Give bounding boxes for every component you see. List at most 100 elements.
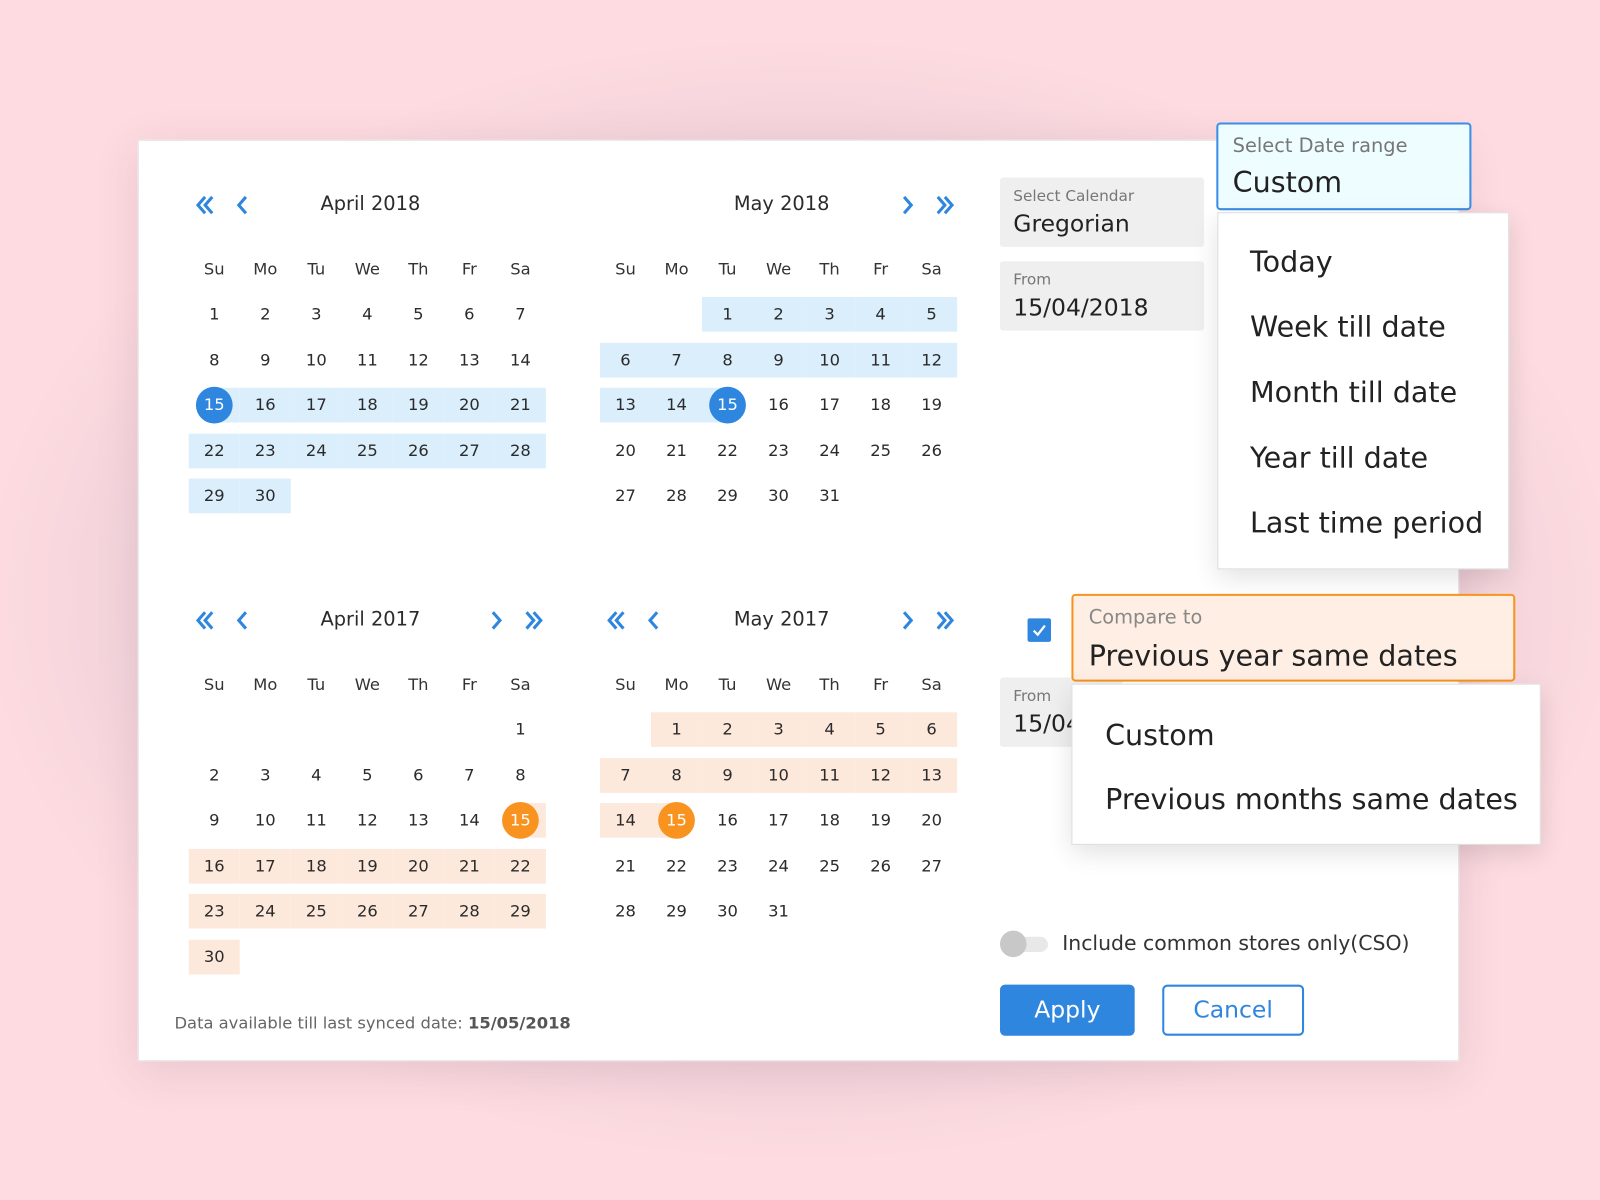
day-cell[interactable]: 11 [356,349,378,369]
day-cell[interactable]: 14 [458,810,480,830]
day-cell[interactable]: 27 [407,901,429,921]
day-cell[interactable]: 13 [615,394,636,415]
day-cell[interactable]: 25 [870,440,891,460]
compare-checkbox[interactable] [1027,618,1052,642]
day-cell[interactable]: 20 [615,440,636,460]
day-cell[interactable]: 19 [921,394,943,415]
day-cell[interactable]: 31 [819,485,840,506]
day-cell[interactable]: 19 [407,394,429,415]
day-cell[interactable]: 7 [620,764,631,785]
nav-left-button[interactable] [641,607,668,634]
cso-toggle[interactable] [999,930,1048,958]
day-cell[interactable]: 21 [458,855,480,875]
nav-double-left-button[interactable] [192,192,219,219]
day-cell[interactable]: 6 [926,719,937,739]
day-cell[interactable]: 4 [362,304,373,324]
day-cell[interactable]: 1 [722,304,733,324]
day-cell[interactable]: 10 [819,349,840,369]
nav-double-right-button[interactable] [932,192,959,219]
selected-day[interactable]: 15 [709,386,746,424]
option-week-till-date[interactable]: Week till date [1249,310,1446,344]
calendar-select[interactable]: Select Calendar Gregorian [999,177,1205,247]
nav-left-button[interactable] [230,607,257,634]
day-cell[interactable]: 23 [254,440,276,460]
day-cell[interactable]: 23 [203,901,225,921]
day-cell[interactable]: 4 [311,764,322,785]
day-cell[interactable]: 22 [666,855,687,875]
day-cell[interactable]: 25 [305,901,327,921]
day-cell[interactable]: 16 [254,394,276,415]
day-cell[interactable]: 21 [615,855,636,875]
day-cell[interactable]: 2 [773,304,784,324]
day-cell[interactable]: 17 [254,855,276,875]
day-cell[interactable]: 30 [768,485,789,506]
option-custom[interactable]: Custom [1105,718,1215,753]
day-cell[interactable]: 20 [407,855,429,875]
day-cell[interactable]: 26 [870,855,891,875]
day-cell[interactable]: 27 [615,485,636,506]
day-cell[interactable]: 5 [926,304,937,324]
day-cell[interactable]: 19 [870,810,891,830]
day-cell[interactable]: 29 [717,485,738,506]
day-cell[interactable]: 13 [407,810,429,830]
day-cell[interactable]: 6 [620,349,631,369]
nav-right-button[interactable] [894,607,921,634]
selected-day[interactable]: 15 [195,386,233,424]
day-cell[interactable]: 21 [510,394,531,415]
day-cell[interactable]: 3 [311,304,322,324]
nav-double-right-button[interactable] [520,607,547,634]
nav-double-right-button[interactable] [932,607,959,634]
day-cell[interactable]: 13 [921,764,943,785]
day-cell[interactable]: 7 [671,349,682,369]
day-cell[interactable]: 9 [722,764,733,785]
day-cell[interactable]: 23 [717,855,738,875]
day-cell[interactable]: 11 [819,764,840,785]
nav-double-left-button[interactable] [603,607,630,634]
day-cell[interactable]: 2 [209,764,220,785]
day-cell[interactable]: 10 [254,810,276,830]
day-cell[interactable]: 28 [510,440,531,460]
day-cell[interactable]: 29 [510,901,531,921]
day-cell[interactable]: 4 [824,719,835,739]
day-cell[interactable]: 6 [413,764,424,785]
day-cell[interactable]: 14 [666,394,687,415]
day-cell[interactable]: 14 [615,810,636,830]
day-cell[interactable]: 5 [875,719,886,739]
day-cell[interactable]: 26 [356,901,378,921]
day-cell[interactable]: 29 [666,901,687,921]
option-month-till-date[interactable]: Month till date [1249,375,1458,410]
day-cell[interactable]: 26 [407,440,429,460]
day-cell[interactable]: 24 [819,440,840,460]
apply-button[interactable]: Apply [999,984,1135,1036]
day-cell[interactable]: 18 [819,810,840,830]
day-cell[interactable]: 17 [305,394,327,415]
day-cell[interactable]: 3 [773,719,784,739]
cancel-button[interactable]: Cancel [1162,984,1305,1036]
day-cell[interactable]: 11 [305,810,327,830]
day-cell[interactable]: 2 [722,719,733,739]
day-cell[interactable]: 31 [768,901,789,921]
day-cell[interactable]: 10 [768,764,789,785]
day-cell[interactable]: 23 [768,440,789,460]
day-cell[interactable]: 30 [203,946,225,966]
day-cell[interactable]: 6 [464,304,475,324]
day-cell[interactable]: 3 [824,304,835,324]
day-cell[interactable]: 5 [413,304,424,324]
day-cell[interactable]: 4 [875,304,886,324]
day-cell[interactable]: 16 [768,394,789,415]
nav-left-button[interactable] [230,192,257,219]
day-cell[interactable]: 10 [305,349,327,369]
day-cell[interactable]: 8 [209,349,220,369]
day-cell[interactable]: 18 [870,394,891,415]
day-cell[interactable]: 12 [356,810,378,830]
option-last-time-period[interactable]: Last time period [1249,506,1484,540]
day-cell[interactable]: 29 [203,485,225,506]
day-cell[interactable]: 20 [921,810,943,830]
day-cell[interactable]: 1 [209,304,220,324]
date-range-select[interactable]: Select Date range Custom [1216,122,1472,211]
selected-day[interactable]: 15 [502,802,539,839]
nav-right-button[interactable] [483,607,510,634]
selected-day[interactable]: 15 [658,802,695,839]
day-cell[interactable]: 27 [458,440,480,460]
day-cell[interactable]: 3 [260,764,271,785]
